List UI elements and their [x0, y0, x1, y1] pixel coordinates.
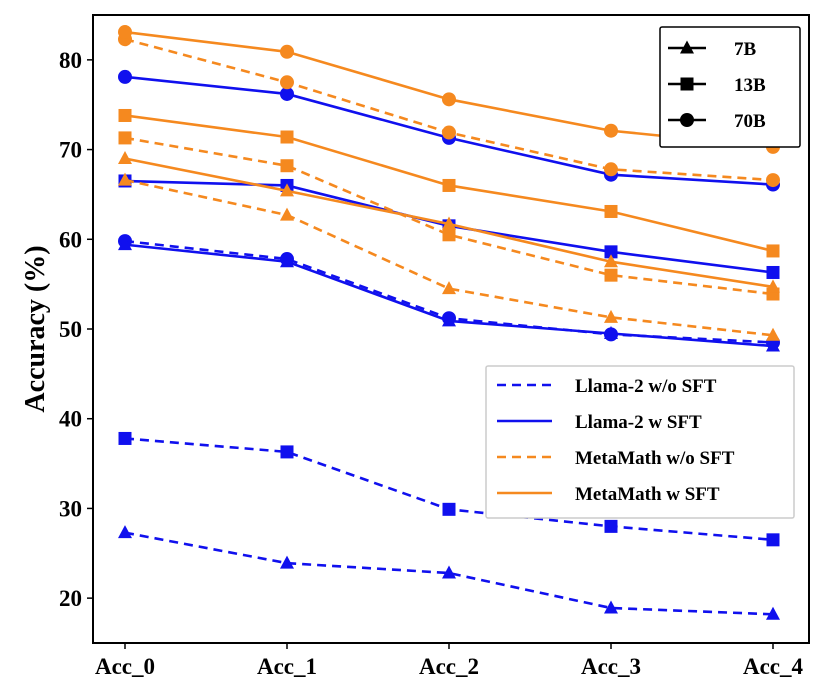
- legend-label: Llama-2 w SFT: [575, 412, 702, 433]
- y-tick-label: 30: [59, 496, 82, 521]
- y-tick-label: 50: [59, 317, 82, 342]
- y-tick-label: 70: [59, 138, 82, 163]
- data-point: [766, 265, 780, 279]
- series-metamath-w-sft-7b: [118, 151, 780, 293]
- data-point: [766, 338, 780, 352]
- data-point: [442, 228, 456, 242]
- data-point: [280, 183, 294, 197]
- data-point: [442, 313, 456, 327]
- series-metamath-w-o-sft-7b: [118, 172, 780, 341]
- data-point: [766, 279, 780, 293]
- legend-label: 70B: [734, 111, 766, 132]
- model-legend: Llama-2 w/o SFT Llama-2 w SFT MetaMath w/o…: [485, 365, 795, 519]
- data-point: [766, 173, 780, 188]
- data-point: [604, 309, 618, 323]
- size-legend-item-70b: 70B: [668, 111, 766, 132]
- series-llama-2-w-sft-7b: [118, 237, 780, 352]
- data-point: [442, 125, 456, 140]
- data-point: [118, 525, 132, 539]
- model-legend-item-metamath-w-o-sft: MetaMath w/o SFT: [497, 448, 735, 469]
- y-tick-label: 60: [59, 227, 82, 252]
- x-tick-label: Acc_1: [257, 654, 317, 679]
- y-tick-label: 20: [59, 586, 82, 611]
- legend-label: 13B: [734, 75, 766, 96]
- data-point: [280, 254, 294, 268]
- series-layer: [118, 25, 780, 620]
- size-legend-item-13b: 13B: [668, 75, 766, 96]
- data-point: [280, 86, 294, 101]
- ticks-layer: Acc_0 Acc_1 Acc_2 Acc_3 Acc_4 20 30 40 50 60 70 80: [59, 48, 804, 679]
- x-tick-label: Acc_0: [95, 654, 155, 679]
- model-legend-box: [485, 365, 795, 519]
- legend-label: 7B: [734, 39, 757, 60]
- data-point: [604, 325, 618, 339]
- data-point: [604, 519, 618, 533]
- series-metamath-w-o-sft-13b: [118, 131, 780, 301]
- data-point: [280, 445, 294, 459]
- legend-marker: [680, 40, 694, 54]
- data-point: [604, 600, 618, 614]
- data-point: [766, 244, 780, 258]
- x-tick-label: Acc_4: [743, 654, 804, 679]
- legend-label: Llama-2 w/o SFT: [575, 376, 717, 397]
- size-legend-box: [659, 26, 801, 148]
- data-point: [442, 216, 456, 230]
- data-point: [280, 207, 294, 221]
- x-tick-label: Acc_2: [419, 654, 479, 679]
- data-point: [766, 606, 780, 620]
- size-legend: 7B 13B 70B: [659, 26, 801, 148]
- y-tick-label: 80: [59, 48, 82, 73]
- series-llama-2-w-o-sft-13b: [118, 431, 780, 547]
- data-point: [604, 123, 618, 138]
- data-point: [118, 108, 132, 122]
- series-metamath-w-sft-13b: [118, 108, 780, 258]
- data-point: [442, 502, 456, 516]
- data-point: [604, 268, 618, 282]
- data-point: [118, 431, 132, 445]
- size-legend-item-7b: 7B: [668, 39, 757, 60]
- data-point: [118, 25, 132, 40]
- legend-label: MetaMath w/o SFT: [575, 448, 735, 469]
- data-point: [280, 75, 294, 90]
- data-point: [280, 159, 294, 173]
- data-point: [604, 245, 618, 259]
- data-point: [604, 204, 618, 218]
- data-point: [442, 178, 456, 192]
- data-point: [442, 281, 456, 295]
- data-point: [604, 162, 618, 177]
- y-tick-label: 40: [59, 407, 82, 432]
- data-point: [604, 254, 618, 268]
- legend-marker: [680, 113, 694, 127]
- data-point: [118, 172, 132, 186]
- series-line: [124, 531, 774, 616]
- model-legend-item-metamath-w-sft: MetaMath w SFT: [497, 484, 720, 505]
- data-point: [118, 69, 132, 84]
- series-llama-2-w-o-sft-7b: [118, 525, 780, 620]
- legend-marker: [680, 77, 694, 91]
- x-tick-label: Acc_3: [581, 654, 641, 679]
- data-point: [766, 533, 780, 547]
- model-legend-item-llama-2-w-o-sft: Llama-2 w/o SFT: [497, 376, 717, 397]
- data-point: [118, 151, 132, 165]
- data-point: [280, 44, 294, 59]
- data-point: [442, 92, 456, 107]
- series-line: [124, 136, 774, 296]
- data-point: [442, 565, 456, 579]
- data-point: [118, 237, 132, 251]
- data-point: [280, 555, 294, 569]
- legend-label: MetaMath w SFT: [575, 484, 720, 505]
- series-line: [124, 178, 774, 337]
- data-point: [280, 130, 294, 144]
- model-legend-item-llama-2-w-sft: Llama-2 w SFT: [497, 412, 702, 433]
- y-axis-label: Accuracy (%): [20, 245, 51, 412]
- data-point: [118, 131, 132, 145]
- data-point: [766, 327, 780, 341]
